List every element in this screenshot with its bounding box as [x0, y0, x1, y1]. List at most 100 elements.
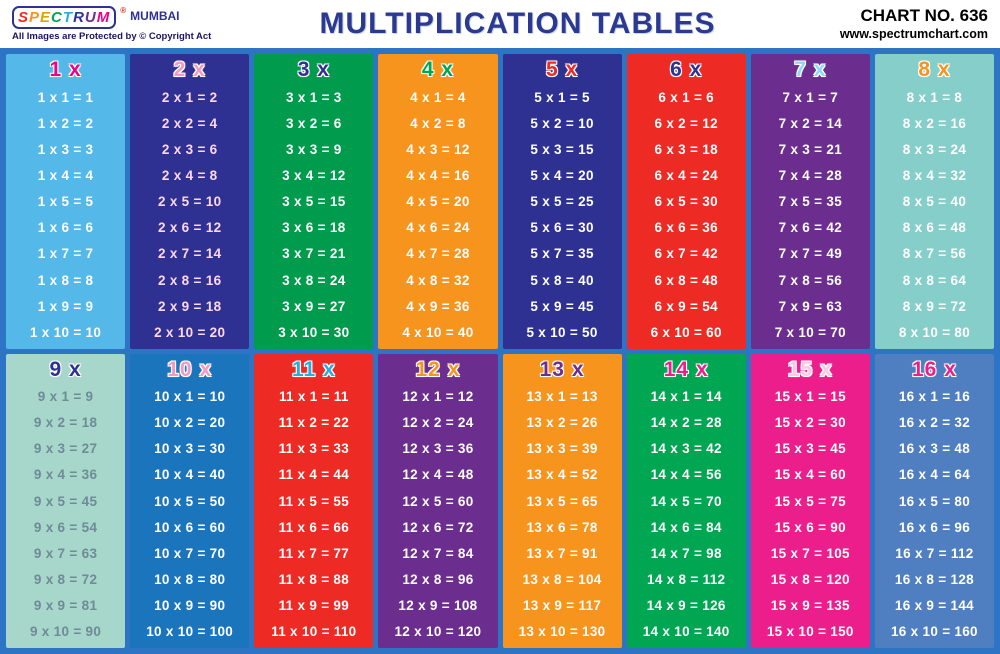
table-body: 4 x 1 = 4 4 x 2 = 8 4 x 3 = 12 4 x 4 = 16 4 …: [378, 84, 497, 346]
table-header-label: 9 x: [49, 357, 82, 381]
equation-row: 16 x 4 = 64: [898, 467, 971, 483]
equation-row: 8 x 7 = 56: [902, 246, 967, 262]
table-header-label: 14 x: [663, 357, 709, 381]
equation-row: 10 x 10 = 100: [146, 624, 234, 640]
equation-row: 5 x 8 = 40: [530, 272, 594, 288]
table-header-label: 4 x: [421, 58, 455, 81]
equation-row: 11 x 9 = 99: [278, 598, 350, 614]
page-title: MULTIPLICATION TABLES: [319, 7, 716, 40]
table-header-label: 11 x: [291, 357, 336, 381]
equation-row: 1 x 5 = 5: [37, 194, 94, 210]
equation-row: 13 x 1 = 13: [526, 389, 598, 405]
equation-row: 13 x 3 = 39: [526, 441, 598, 457]
table-5x: 5 x 5 x 1 = 5 5 x 2 = 10 5 x 3 = 15 5 x 4 = …: [502, 54, 622, 349]
equation-row: 16 x 6 = 96: [898, 519, 971, 535]
equation-row: 14 x 5 = 70: [650, 493, 722, 509]
equation-row: 8 x 2 = 16: [902, 115, 967, 131]
equation-row: 14 x 10 = 140: [642, 624, 730, 640]
equation-row: 16 x 7 = 112: [895, 545, 974, 561]
equation-row: 6 x 6 = 36: [654, 220, 718, 236]
equation-row: 14 x 1 = 14: [650, 389, 722, 405]
equation-row: 4 x 5 = 20: [406, 194, 470, 210]
equation-row: 15 x 10 = 150: [766, 624, 854, 640]
equation-row: 5 x 5 = 25: [530, 194, 594, 210]
table-header-label: 1 x: [49, 58, 82, 81]
equation-row: 1 x 1 = 1: [37, 89, 94, 105]
table-7x: 7 x 7 x 1 = 7 7 x 2 = 14 7 x 3 = 21 7 x 4 = …: [750, 54, 870, 349]
equation-row: 3 x 4 = 12: [282, 167, 346, 183]
table-9x: 9 x 9 x 1 = 9 9 x 2 = 18 9 x 3 = 27 9 x 4 = …: [6, 353, 126, 648]
equation-row: 6 x 8 = 48: [654, 272, 718, 288]
equation-row: 15 x 4 = 60: [774, 467, 846, 483]
equation-row: 5 x 9 = 45: [530, 298, 594, 314]
equation-row: 8 x 9 = 72: [902, 298, 967, 314]
equation-row: 15 x 7 = 105: [770, 545, 850, 561]
equation-row: 1 x 3 = 3: [37, 141, 94, 157]
equation-row: 7 x 2 = 14: [778, 115, 843, 131]
table-body: 6 x 1 = 6 6 x 2 = 12 6 x 3 = 18 6 x 4 = 24 6…: [627, 84, 746, 346]
equation-row: 7 x 9 = 63: [778, 298, 843, 314]
equation-row: 2 x 6 = 12: [157, 220, 222, 236]
equation-row: 15 x 8 = 120: [770, 572, 850, 588]
equation-row: 7 x 4 = 28: [778, 167, 843, 183]
equation-row: 11 x 8 = 88: [278, 572, 350, 588]
table-3x: 3 x 3 x 1 = 3 3 x 2 = 6 3 x 3 = 9 3 x 4 = 12…: [254, 54, 374, 349]
equation-row: 12 x 9 = 108: [398, 598, 478, 614]
table-body: 13 x 1 = 13 13 x 2 = 26 13 x 3 = 39 13 x 4 …: [503, 384, 622, 646]
equation-row: 14 x 6 = 84: [650, 519, 722, 535]
equation-row: 4 x 1 = 4: [410, 89, 466, 105]
brand-letter: P: [29, 9, 41, 26]
table-header-label: 10 x: [167, 357, 213, 381]
chart-number: CHART NO. 636: [860, 6, 988, 25]
equation-row: 9 x 4 = 36: [33, 467, 98, 483]
equation-row: 1 x 10 = 10: [29, 324, 102, 340]
brand-block: SPECTRUM ® MUMBAI All Images are Protect…: [12, 6, 227, 42]
equation-row: 6 x 5 = 30: [654, 194, 718, 210]
equation-row: 10 x 9 = 90: [154, 598, 226, 614]
table-body: 9 x 1 = 9 9 x 2 = 18 9 x 3 = 27 9 x 4 = 36 9…: [6, 384, 125, 646]
equation-row: 3 x 3 = 9: [286, 141, 342, 157]
equation-row: 7 x 5 = 35: [778, 194, 843, 210]
table-10x: 10 x 10 x 1 = 10 10 x 2 = 20 10 x 3 = 30 10 …: [130, 353, 250, 648]
table-body: 5 x 1 = 5 5 x 2 = 10 5 x 3 = 15 5 x 4 = 20 5…: [503, 84, 622, 346]
equation-row: 16 x 1 = 16: [898, 389, 971, 405]
table-body: 14 x 1 = 14 14 x 2 = 28 14 x 3 = 42 14 x 4 …: [627, 384, 746, 646]
equation-row: 3 x 8 = 24: [282, 272, 346, 288]
equation-row: 7 x 7 = 49: [778, 246, 843, 262]
equation-row: 1 x 4 = 4: [37, 167, 94, 183]
equation-row: 9 x 8 = 72: [33, 572, 98, 588]
website-url: www.spectrumchart.com: [839, 27, 988, 41]
table-header-label: 8 x: [918, 58, 951, 81]
equation-row: 3 x 9 = 27: [282, 298, 346, 314]
equation-row: 14 x 7 = 98: [650, 545, 722, 561]
header-bar: SPECTRUM ® MUMBAI All Images are Protect…: [0, 0, 1000, 48]
table-body: 1 x 1 = 1 1 x 2 = 2 1 x 3 = 3 1 x 4 = 4 1 x …: [6, 84, 125, 346]
equation-row: 5 x 2 = 10: [530, 115, 594, 131]
equation-row: 15 x 2 = 30: [774, 415, 846, 431]
equation-row: 12 x 8 = 96: [402, 572, 474, 588]
equation-row: 6 x 10 = 60: [650, 324, 722, 340]
equation-row: 14 x 4 = 56: [650, 467, 722, 483]
equation-row: 13 x 8 = 104: [522, 572, 602, 588]
equation-row: 16 x 2 = 32: [898, 415, 971, 431]
table-body: 8 x 1 = 8 8 x 2 = 16 8 x 3 = 24 8 x 4 = 32 8…: [875, 84, 994, 346]
equation-row: 8 x 1 = 8: [906, 89, 963, 105]
equation-row: 1 x 8 = 8: [37, 272, 94, 288]
equation-row: 6 x 2 = 12: [654, 115, 718, 131]
equation-row: 9 x 2 = 18: [33, 415, 98, 431]
equation-row: 12 x 5 = 60: [402, 493, 474, 509]
equation-row: 13 x 7 = 91: [526, 545, 598, 561]
equation-row: 7 x 1 = 7: [782, 89, 839, 105]
table-12x: 12 x 12 x 1 = 12 12 x 2 = 24 12 x 3 = 36 12 …: [378, 353, 498, 648]
equation-row: 9 x 9 = 81: [33, 598, 98, 614]
brand-letter: R: [73, 9, 85, 26]
table-body: 15 x 1 = 15 15 x 2 = 30 15 x 3 = 45 15 x 4 …: [751, 384, 870, 646]
equation-row: 3 x 1 = 3: [286, 89, 342, 105]
equation-row: 11 x 4 = 44: [278, 467, 350, 483]
brand-letter: E: [40, 9, 52, 26]
equation-row: 2 x 10 = 20: [154, 324, 226, 340]
table-header-label: 2 x: [173, 58, 206, 81]
equation-row: 7 x 8 = 56: [778, 272, 843, 288]
